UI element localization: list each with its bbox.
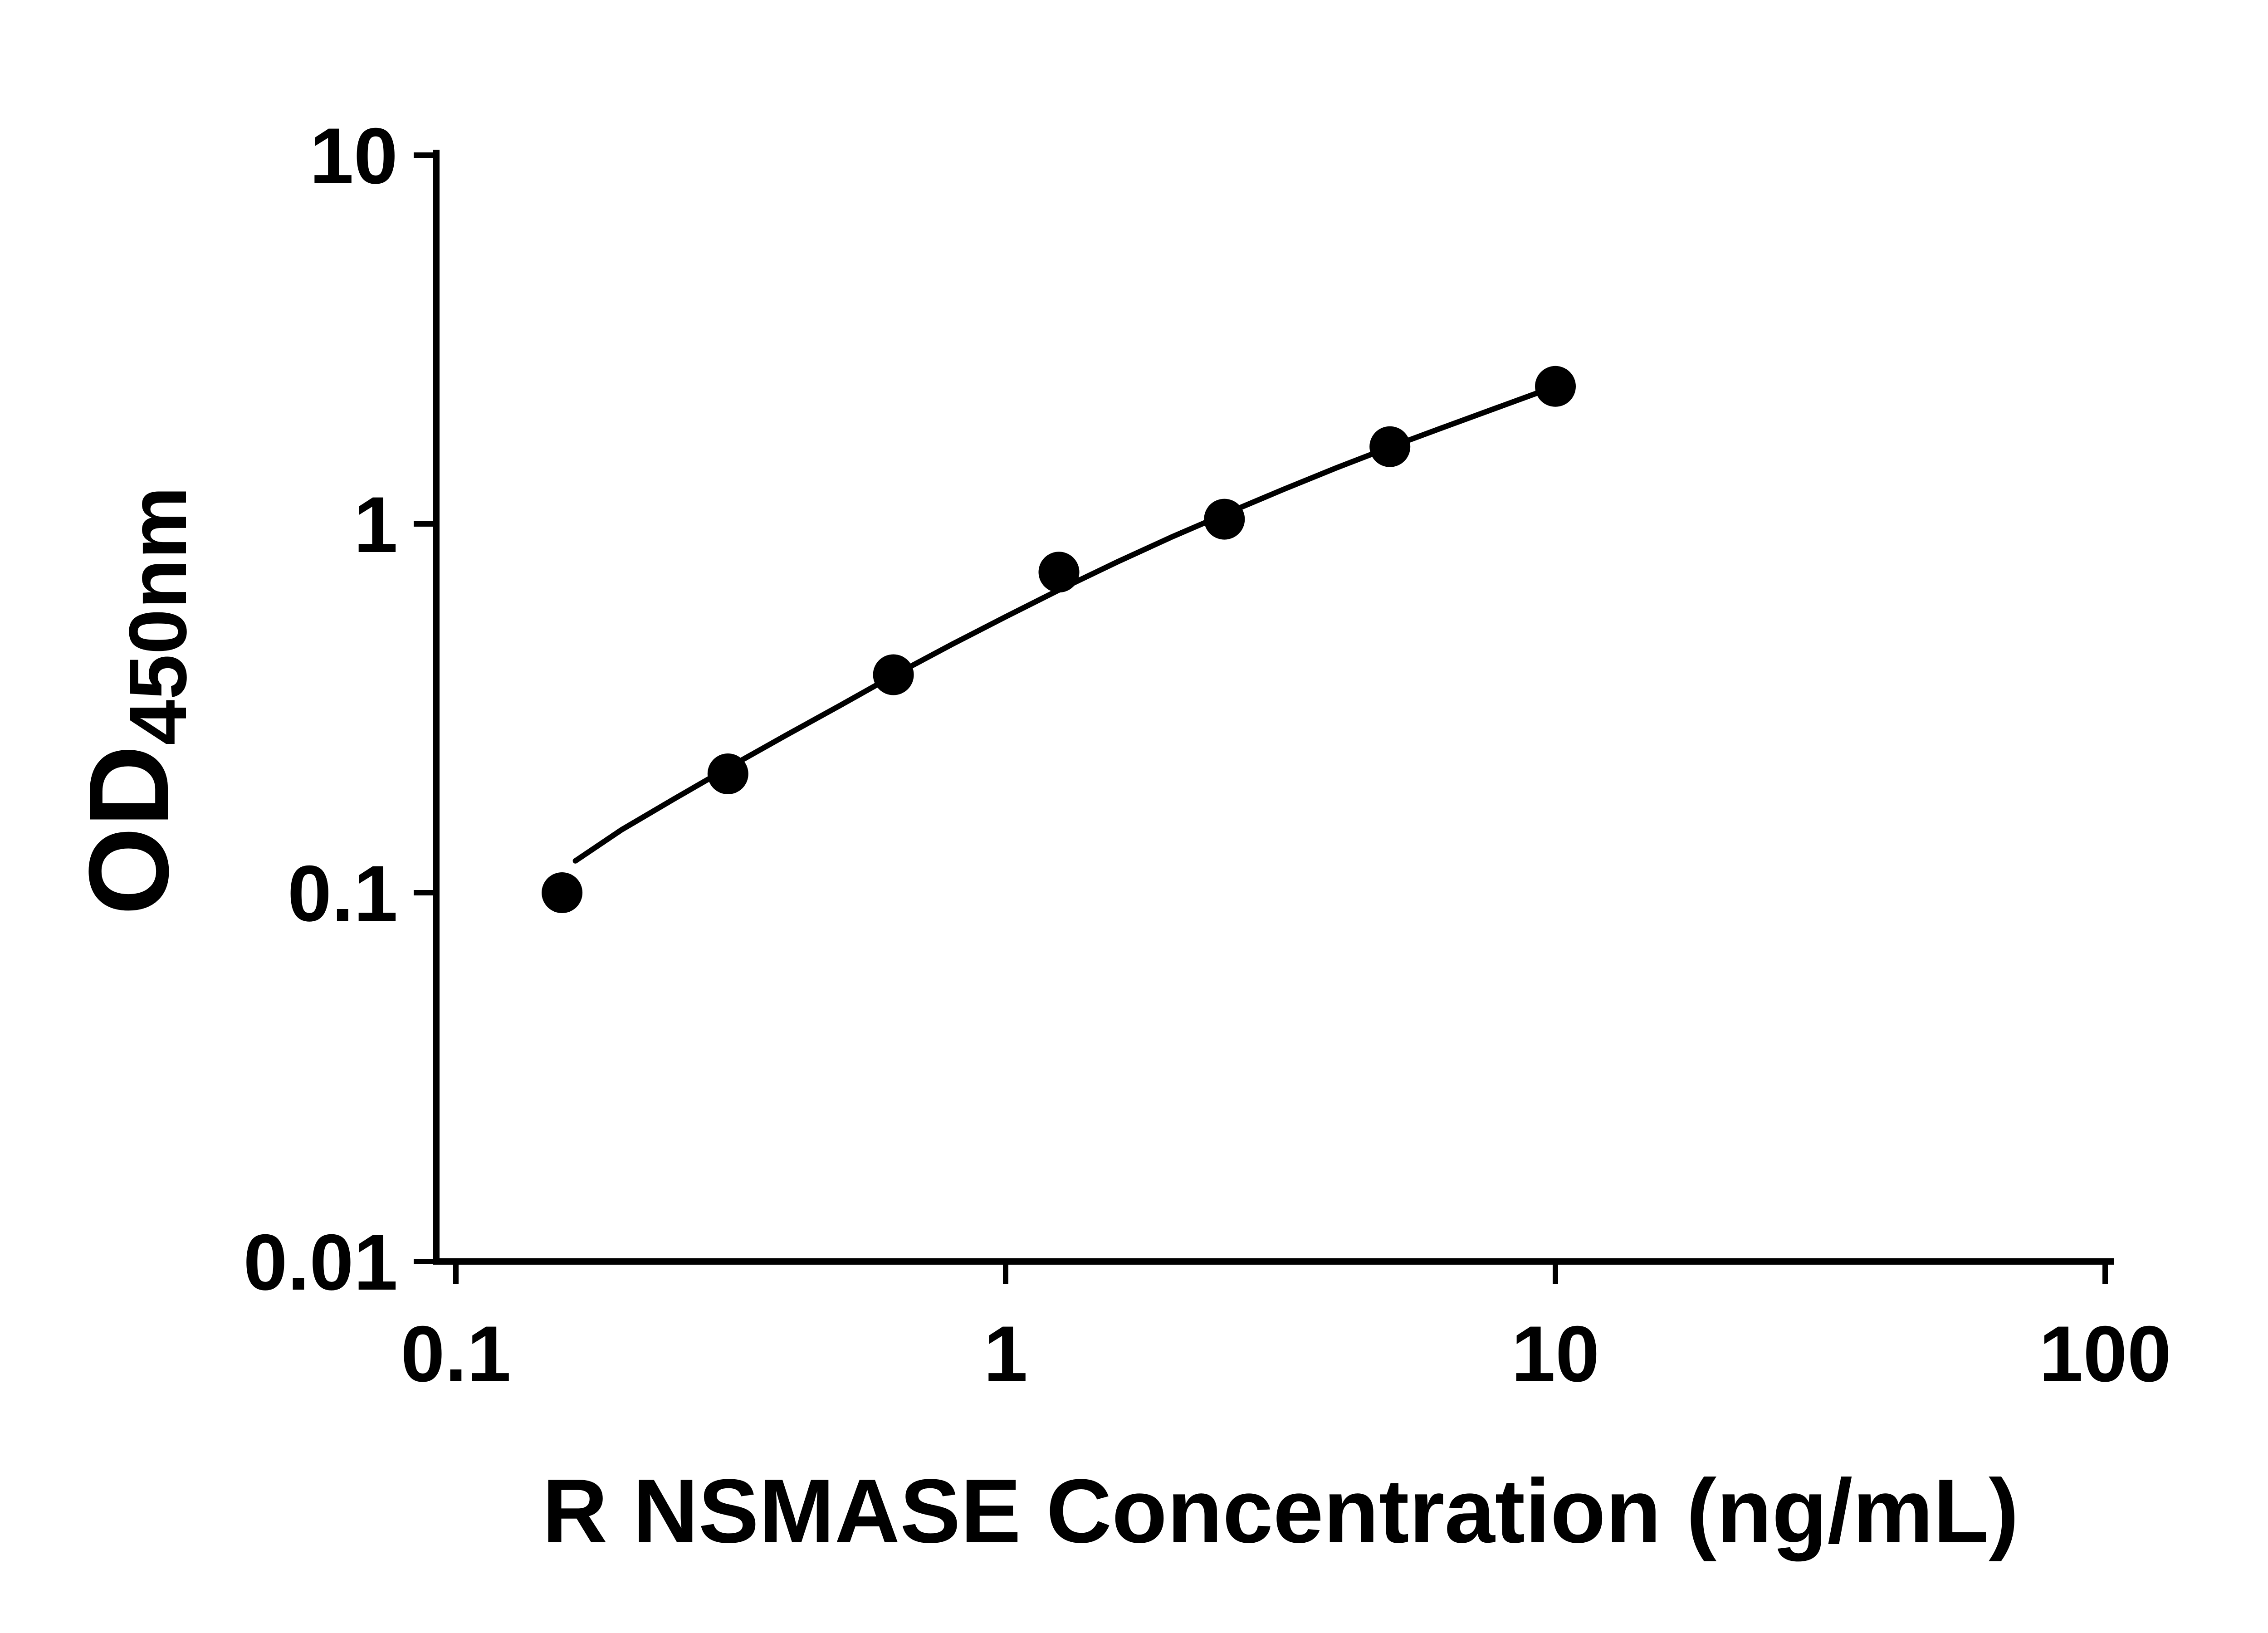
y-axis-title: OD450nm — [65, 486, 204, 915]
y-tick-label: 10 — [309, 112, 398, 200]
data-point — [542, 872, 583, 913]
data-point — [1369, 426, 1411, 467]
data-point — [1204, 499, 1245, 540]
y-axis-title-sub: 450nm — [112, 486, 204, 745]
data-point — [1038, 552, 1080, 593]
x-axis-title: R NSMASE Concentration (ng/mL) — [542, 1461, 2019, 1562]
data-point — [707, 753, 748, 794]
y-tick-label: 1 — [354, 481, 398, 569]
x-tick-label: 100 — [2039, 1310, 2171, 1398]
x-tick-label: 10 — [1511, 1310, 1600, 1398]
data-point — [1535, 366, 1576, 407]
y-axis-title-main: OD — [65, 745, 192, 915]
x-tick-label: 0.1 — [401, 1310, 511, 1398]
y-tick-label: 0.1 — [288, 850, 398, 938]
data-point — [873, 654, 914, 695]
x-tick-label: 1 — [983, 1310, 1027, 1398]
y-tick-label: 0.01 — [243, 1218, 398, 1307]
